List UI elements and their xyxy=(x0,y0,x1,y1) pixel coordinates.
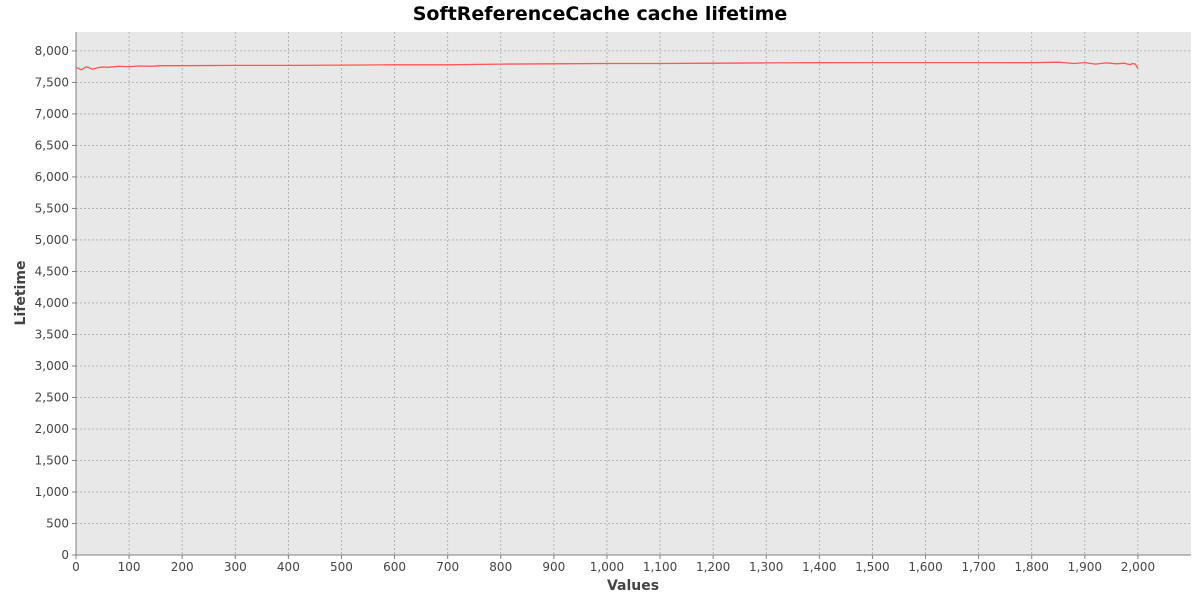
y-tick-label: 0 xyxy=(61,548,69,562)
y-tick-label: 5,500 xyxy=(35,201,69,215)
x-tick-label: 900 xyxy=(542,560,565,574)
x-tick-label: 2,000 xyxy=(1121,560,1155,574)
y-tick-label: 5,000 xyxy=(35,233,69,247)
y-tick-label: 500 xyxy=(46,516,69,530)
axes xyxy=(72,32,1191,559)
y-axis-label: Lifetime xyxy=(13,261,29,326)
x-tick-label: 1,200 xyxy=(696,560,730,574)
y-tick-label: 6,500 xyxy=(35,138,69,152)
y-tick-label: 3,000 xyxy=(35,359,69,373)
y-tick-label: 1,500 xyxy=(35,453,69,467)
x-tick-label: 1,100 xyxy=(643,560,677,574)
x-axis-label: Values xyxy=(607,578,659,594)
x-tick-label: 1,700 xyxy=(961,560,995,574)
y-tick-label: 1,000 xyxy=(35,485,69,499)
x-tick-label: 600 xyxy=(383,560,406,574)
chart-title: SoftReferenceCache cache lifetime xyxy=(413,3,788,25)
x-tick-label: 1,000 xyxy=(590,560,624,574)
series-line xyxy=(75,61,1139,71)
x-tick-label: 400 xyxy=(277,560,300,574)
x-tick-label: 700 xyxy=(436,560,459,574)
y-tick-label: 7,000 xyxy=(35,107,69,121)
y-tick-label: 7,500 xyxy=(35,75,69,89)
y-tick-label: 2,000 xyxy=(35,422,69,436)
x-tick-label: 800 xyxy=(489,560,512,574)
x-tick-label: 300 xyxy=(224,560,247,574)
series-layer xyxy=(75,61,1139,71)
y-tick-label: 8,000 xyxy=(35,44,69,58)
grid-lines xyxy=(76,32,1191,555)
x-tick-label: 1,600 xyxy=(908,560,942,574)
x-tick-label: 100 xyxy=(118,560,141,574)
plot-area xyxy=(76,32,1191,555)
y-tick-label: 2,500 xyxy=(35,390,69,404)
x-tick-label: 1,900 xyxy=(1068,560,1102,574)
y-tick-label: 4,000 xyxy=(35,296,69,310)
y-tick-label: 4,500 xyxy=(35,264,69,278)
x-tick-label: 1,500 xyxy=(855,560,889,574)
x-tick-label: 500 xyxy=(330,560,353,574)
x-tick-label: 200 xyxy=(171,560,194,574)
tick-labels: 0 100 200 300 400 500 600 700 800 900 1,000 1,100 1,… xyxy=(35,44,1155,574)
x-tick-label: 1,400 xyxy=(802,560,836,574)
x-tick-label: 0 xyxy=(72,560,80,574)
x-tick-label: 1,800 xyxy=(1015,560,1049,574)
y-tick-label: 3,500 xyxy=(35,327,69,341)
y-tick-label: 6,000 xyxy=(35,170,69,184)
x-tick-label: 1,300 xyxy=(749,560,783,574)
